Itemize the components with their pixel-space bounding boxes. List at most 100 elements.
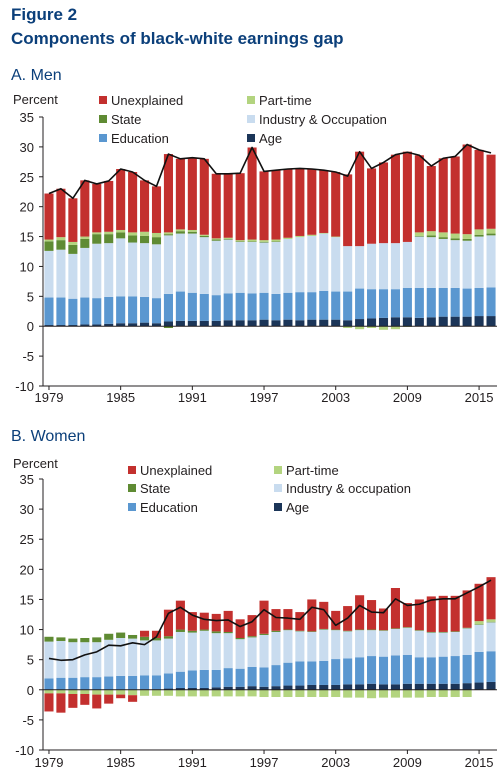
bar-segment-state-1998 xyxy=(271,630,281,632)
bar-segment-part-time-1984 xyxy=(104,231,114,235)
bar-segment-industry-1989 xyxy=(163,638,173,674)
bar-segment-state-1987 xyxy=(140,235,150,244)
bar-segment-state-2010 xyxy=(414,235,424,237)
bar-segment-part-time-2004 xyxy=(343,689,353,698)
bar-segment-part-time-1993 xyxy=(211,238,221,240)
total-gap-line xyxy=(48,579,492,662)
bar-segment-education-2015 xyxy=(474,651,484,683)
bar-segment-education-2014 xyxy=(462,654,472,684)
bar-segment-age-2012 xyxy=(438,683,448,690)
bar-segment-education-1996 xyxy=(247,666,257,687)
bar-segment-unexplained-1993 xyxy=(211,613,221,632)
bar-segment-industry-2006 xyxy=(367,243,377,290)
bar-segment-age-1995 xyxy=(235,686,245,690)
bar-segment-age-2015 xyxy=(474,316,484,327)
bar-segment-unexplained-1993 xyxy=(211,173,221,239)
legend-label-education: Education xyxy=(111,131,169,146)
bar-segment-state-1997 xyxy=(259,633,269,635)
bar-segment-state-1995 xyxy=(235,637,245,640)
bar-segment-state-2015 xyxy=(474,624,484,625)
bar-segment-education-1995 xyxy=(235,668,245,687)
bar-segment-industry-1992 xyxy=(199,237,209,294)
bar-segment-industry-2008 xyxy=(390,628,400,656)
bar-segment-unexplained-2000 xyxy=(295,612,305,631)
x-tick-label: 2015 xyxy=(465,755,494,770)
bar-segment-part-time-1988 xyxy=(151,689,162,696)
bar-segment-age-2003 xyxy=(331,684,341,690)
legend-label-age: Age xyxy=(286,500,309,515)
bar-segment-industry-2013 xyxy=(450,631,460,657)
bar-segment-education-1999 xyxy=(283,662,293,686)
legend-swatch-state xyxy=(99,115,107,123)
bar-segment-state-1994 xyxy=(223,631,233,634)
bar-segment-unexplained-2012 xyxy=(438,595,448,632)
bar-segment-unexplained-1999 xyxy=(283,169,293,238)
bar-segment-part-time-2006 xyxy=(367,689,377,699)
bar-segment-part-time-2001 xyxy=(307,689,317,698)
bar-segment-education-1992 xyxy=(199,293,209,321)
bar-segment-state-2013 xyxy=(450,631,460,632)
bar-segment-unexplained-1995 xyxy=(235,173,245,241)
bar-segment-age-2008 xyxy=(390,317,400,327)
bar-segment-state-2002 xyxy=(319,628,329,630)
bar-segment-unexplained-1997 xyxy=(259,600,269,634)
bar-segment-industry-2015 xyxy=(474,236,484,288)
bar-segment-part-time-2016 xyxy=(486,228,496,234)
bar-segment-age-1988 xyxy=(151,323,162,327)
panel-women: B. Women Percent -10 -5 0 5 10 15 20 25 30 35 1979 19… xyxy=(11,428,497,770)
bar-segment-unexplained-2006 xyxy=(367,600,377,630)
bar-segment-industry-1996 xyxy=(247,241,257,294)
bar-segment-state-2004 xyxy=(343,630,353,632)
bar-segment-industry-1980 xyxy=(56,641,66,678)
x-tick-label: 2009 xyxy=(393,390,422,405)
bar-segment-industry-1988 xyxy=(151,244,162,299)
y-tick-label: 0 xyxy=(27,683,34,698)
bar-segment-unexplained-2016 xyxy=(486,577,496,620)
bar-segment-part-time-2006 xyxy=(367,326,377,329)
bar-segment-age-2001 xyxy=(307,684,317,690)
bar-segment-state-1991 xyxy=(187,630,197,633)
bar-segment-industry-2010 xyxy=(414,630,424,658)
bar-segment-state-1986 xyxy=(128,235,138,243)
bar-segment-age-1990 xyxy=(175,687,185,690)
bar-segment-unexplained-1986 xyxy=(128,695,138,702)
bar-segment-industry-2012 xyxy=(438,632,448,657)
bar-segment-age-2004 xyxy=(343,684,353,690)
bar-segment-education-1991 xyxy=(187,670,197,688)
bar-segment-age-2001 xyxy=(307,319,317,327)
bar-segment-part-time-2010 xyxy=(414,689,424,698)
x-tick-label: 1997 xyxy=(250,755,279,770)
bar-segment-part-time-2014 xyxy=(462,689,472,698)
bar-segment-age-2007 xyxy=(378,317,389,327)
bar-segment-unexplained-1985 xyxy=(116,169,126,230)
bar-segment-part-time-1993 xyxy=(211,689,221,697)
bar-segment-part-time-2007 xyxy=(378,689,389,698)
bar-segment-age-2014 xyxy=(462,683,472,690)
bar-segment-education-1979 xyxy=(44,297,54,326)
bar-segment-state-1983 xyxy=(92,637,102,643)
bar-segment-unexplained-2009 xyxy=(402,151,412,242)
bar-segment-age-1984 xyxy=(104,323,114,327)
bar-segment-age-1999 xyxy=(283,685,293,690)
bar-segment-education-2010 xyxy=(414,657,424,684)
bar-segment-part-time-2004 xyxy=(343,326,353,329)
bar-segment-unexplained-2001 xyxy=(307,169,317,235)
bar-segment-part-time-2009 xyxy=(402,689,412,698)
bar-segment-industry-1984 xyxy=(104,639,114,677)
bar-segment-unexplained-1992 xyxy=(199,612,209,630)
bar-segment-part-time-2005 xyxy=(355,689,365,698)
x-tick-label: 1991 xyxy=(178,755,207,770)
bar-segment-education-2015 xyxy=(474,287,484,317)
bar-segment-part-time-1989 xyxy=(163,232,173,235)
legend-swatch-industry xyxy=(274,484,282,492)
bar-segment-industry-1994 xyxy=(223,239,233,294)
y-tick-label: 5 xyxy=(27,289,34,304)
bar-segment-industry-2012 xyxy=(438,238,448,288)
bar-segment-state-2007 xyxy=(378,630,389,631)
bar-segment-education-1994 xyxy=(223,668,233,687)
bar-segment-part-time-1980 xyxy=(56,689,66,694)
x-tick-label: 2003 xyxy=(321,755,350,770)
bar-segment-unexplained-2014 xyxy=(462,590,472,628)
y-tick-label: 25 xyxy=(20,532,34,547)
bar-segment-age-2014 xyxy=(462,316,472,327)
